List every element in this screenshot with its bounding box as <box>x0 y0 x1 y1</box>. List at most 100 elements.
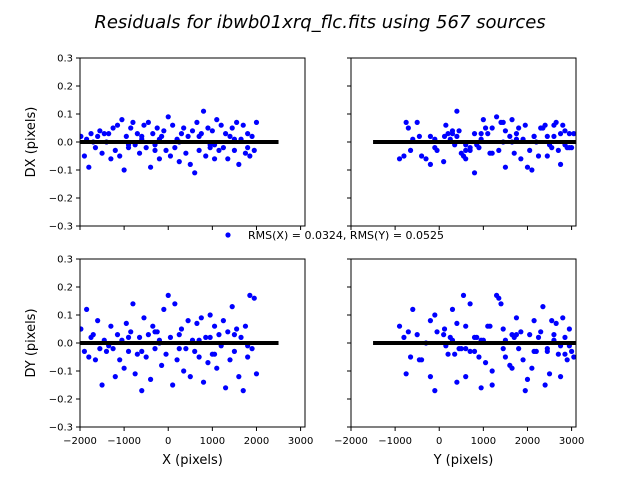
data-point <box>211 351 218 357</box>
data-point <box>476 354 482 360</box>
data-point <box>101 131 107 137</box>
data-point <box>502 164 509 170</box>
data-point <box>245 354 251 360</box>
data-point <box>518 329 524 335</box>
data-point <box>549 145 555 151</box>
data-point <box>471 348 478 354</box>
data-point <box>555 147 561 153</box>
data-point <box>416 357 422 363</box>
data-point <box>161 306 167 312</box>
data-point <box>92 145 99 151</box>
data-point <box>125 334 132 340</box>
data-point <box>522 122 528 128</box>
data-point <box>445 351 451 357</box>
data-point <box>551 332 557 338</box>
data-point <box>516 125 522 131</box>
data-point <box>139 133 145 139</box>
data-point <box>427 374 434 380</box>
data-point <box>441 133 448 139</box>
data-point <box>121 167 127 173</box>
data-point <box>509 365 515 371</box>
data-point <box>553 119 559 125</box>
data-point <box>108 156 114 162</box>
data-point <box>467 147 473 153</box>
data-point <box>434 329 440 335</box>
data-point <box>189 128 196 134</box>
data-point <box>562 351 568 357</box>
data-point <box>222 385 229 391</box>
data-point <box>544 153 550 159</box>
data-point <box>566 326 572 332</box>
data-points <box>80 292 260 394</box>
data-point <box>95 318 101 324</box>
y-tick-label: 0.1 <box>57 110 73 121</box>
data-point <box>507 133 513 139</box>
data-point <box>478 131 484 137</box>
data-point <box>176 332 182 338</box>
data-point <box>524 164 531 170</box>
data-point <box>81 153 88 159</box>
data-point <box>571 131 576 137</box>
data-point <box>445 131 451 137</box>
data-point <box>482 125 489 131</box>
data-point <box>134 351 140 357</box>
data-point <box>203 153 209 159</box>
data-point <box>181 368 187 374</box>
data-point <box>187 161 193 167</box>
data-point <box>200 379 207 385</box>
data-point <box>562 334 568 340</box>
data-point <box>203 334 209 340</box>
x-tick-label: 2000 <box>244 436 269 447</box>
data-point <box>161 128 167 134</box>
data-point <box>524 376 531 382</box>
data-point <box>152 329 158 335</box>
data-point <box>535 153 542 159</box>
data-point <box>163 147 169 153</box>
data-point <box>396 323 403 329</box>
chart-title: Residuals for ibwb01xrq_flc.fits using 5… <box>94 12 545 33</box>
data-point <box>560 315 566 321</box>
data-point <box>165 114 171 120</box>
x-tick-label: −2000 <box>334 436 368 447</box>
data-point <box>498 301 504 307</box>
data-point <box>225 329 231 335</box>
y-tick-label: 0.2 <box>57 283 73 294</box>
data-point <box>227 357 233 363</box>
data-point <box>216 332 222 338</box>
data-point <box>125 348 132 354</box>
data-point <box>560 122 566 128</box>
data-point <box>183 150 189 156</box>
data-point <box>209 128 215 134</box>
data-point <box>551 133 557 139</box>
data-point <box>568 348 575 354</box>
data-point <box>463 374 469 380</box>
data-point <box>88 131 94 137</box>
data-point <box>432 388 438 394</box>
data-point <box>566 145 572 151</box>
data-point <box>147 164 154 170</box>
data-point <box>571 354 576 360</box>
data-point <box>185 133 191 139</box>
data-point <box>416 133 422 139</box>
data-point <box>136 150 143 156</box>
data-point <box>196 133 202 139</box>
data-point <box>84 306 90 312</box>
data-point <box>527 147 533 153</box>
data-point <box>207 334 213 340</box>
data-point <box>143 145 149 151</box>
data-point <box>238 334 244 340</box>
data-point <box>163 351 169 357</box>
data-point <box>513 315 520 321</box>
data-point <box>152 346 158 352</box>
y-axis-label: DX (pixels) <box>24 107 39 178</box>
data-point <box>553 320 559 326</box>
data-point <box>110 346 116 352</box>
data-point <box>240 388 246 394</box>
data-point <box>156 156 163 162</box>
data-point <box>216 147 222 153</box>
legend-marker <box>225 232 231 238</box>
data-point <box>97 346 103 352</box>
data-point <box>511 150 517 156</box>
data-point <box>527 332 533 338</box>
data-point <box>234 326 240 332</box>
